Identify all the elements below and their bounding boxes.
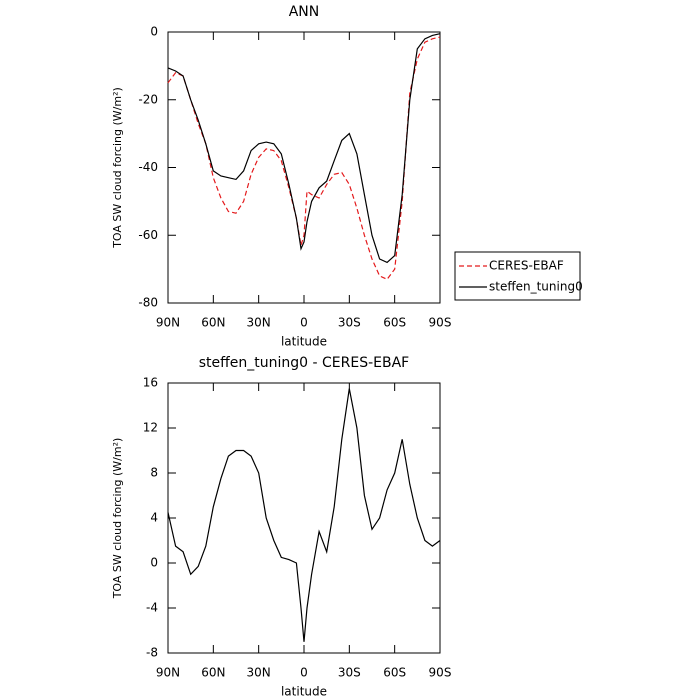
x-tick-label: 30S <box>338 316 361 330</box>
x-tick-label: 30S <box>338 666 361 680</box>
y-tick-label: -60 <box>138 228 158 242</box>
x-tick-label: 30N <box>247 316 271 330</box>
y-tick-label: -8 <box>146 646 158 660</box>
legend-label: steffen_tuning0 <box>489 280 583 294</box>
data-line <box>167 36 441 281</box>
x-tick-label: 0 <box>300 666 308 680</box>
x-axis-label: latitude <box>281 685 327 699</box>
x-tick-label: 90S <box>429 666 452 680</box>
y-tick-label: 0 <box>150 556 158 570</box>
x-tick-label: 90S <box>429 316 452 330</box>
y-tick-label: 16 <box>143 376 158 390</box>
y-axis-label: TOA SW cloud forcing (W/m²) <box>111 87 124 249</box>
chart-title: steffen_tuning0 - CERES-EBAF <box>199 355 410 371</box>
legend-box <box>454 251 581 301</box>
y-tick-label: 8 <box>150 466 158 480</box>
x-tick-label: 60N <box>201 666 225 680</box>
x-tick-label: 30N <box>247 666 271 680</box>
x-tick-label: 60N <box>201 316 225 330</box>
y-tick-label: 4 <box>150 511 158 525</box>
y-tick-label: -40 <box>138 160 158 174</box>
x-axis-label: latitude <box>281 335 327 349</box>
y-tick-label: 0 <box>150 25 158 39</box>
y-tick-label: -4 <box>146 601 158 615</box>
chart-title: ANN <box>289 4 320 20</box>
plot-frame <box>167 382 441 654</box>
x-tick-label: 90N <box>156 666 180 680</box>
data-line <box>167 33 441 264</box>
plot-frame <box>167 31 441 304</box>
x-tick-label: 60S <box>383 316 406 330</box>
y-tick-label: -20 <box>138 92 158 106</box>
legend-label: CERES-EBAF <box>489 259 564 273</box>
y-axis-label: TOA SW cloud forcing (W/m²) <box>111 438 124 600</box>
x-tick-label: 0 <box>300 316 308 330</box>
y-tick-label: -80 <box>138 296 158 310</box>
x-tick-label: 60S <box>383 666 406 680</box>
data-line <box>167 388 441 642</box>
y-tick-label: 12 <box>143 421 158 435</box>
x-tick-label: 90N <box>156 316 180 330</box>
